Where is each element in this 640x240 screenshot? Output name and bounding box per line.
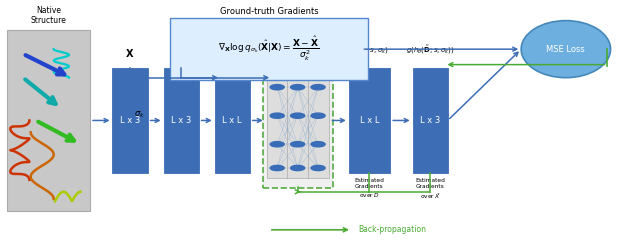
Text: $g(h_\theta(\tilde{\mathbf{D}};s,\sigma_k))$: $g(h_\theta(\tilde{\mathbf{D}};s,\sigma_… [406,44,454,56]
FancyBboxPatch shape [7,30,90,211]
Text: Estimated
Gradients
over $\hat{X}$: Estimated Gradients over $\hat{X}$ [415,178,445,201]
Ellipse shape [521,21,611,78]
Text: $\mathbf{X}$: $\mathbf{X}$ [125,47,134,59]
Text: Estimated
Gradients
over $\tilde{D}$: Estimated Gradients over $\tilde{D}$ [355,178,385,200]
FancyBboxPatch shape [267,73,288,178]
FancyBboxPatch shape [164,68,198,173]
FancyBboxPatch shape [113,68,148,173]
Circle shape [270,84,284,90]
Text: L x 3: L x 3 [171,116,191,125]
FancyBboxPatch shape [308,73,329,178]
Circle shape [291,165,305,171]
FancyBboxPatch shape [170,18,368,80]
Text: $\sigma_k$: $\sigma_k$ [134,109,145,120]
Text: Back-propagation: Back-propagation [358,225,426,234]
Circle shape [311,84,325,90]
FancyBboxPatch shape [349,68,390,173]
Circle shape [291,113,305,118]
Circle shape [291,142,305,147]
Text: L x L: L x L [360,116,380,125]
Text: $\tilde{\mathbf{D}}$: $\tilde{\mathbf{D}}$ [227,44,237,59]
Text: Native
Structure: Native Structure [31,6,67,25]
Text: $h_\theta(\tilde{\mathbf{D}};s,\sigma_k)$: $h_\theta(\tilde{\mathbf{D}};s,\sigma_k)… [350,44,389,56]
Text: L x L: L x L [223,116,242,125]
FancyBboxPatch shape [413,68,448,173]
Circle shape [311,142,325,147]
Text: $\nabla_{\mathbf{X}}\log q_{\sigma_k}(\hat{\mathbf{X}}|\mathbf{X}) = \dfrac{\mat: $\nabla_{\mathbf{X}}\log q_{\sigma_k}(\h… [218,35,319,63]
Text: MSE Loss: MSE Loss [547,45,585,54]
Text: $\tilde{\mathbf{X}}$: $\tilde{\mathbf{X}}$ [177,44,186,59]
Circle shape [291,84,305,90]
Circle shape [270,113,284,118]
Circle shape [311,113,325,118]
Text: Ground-truth Gradients: Ground-truth Gradients [220,7,318,16]
Text: L x 3: L x 3 [420,116,440,125]
FancyBboxPatch shape [262,62,333,188]
FancyBboxPatch shape [214,68,250,173]
Text: Score Network: Score Network [270,47,326,56]
Circle shape [270,142,284,147]
FancyBboxPatch shape [287,73,308,178]
Circle shape [270,165,284,171]
Text: L x 3: L x 3 [120,116,140,125]
Circle shape [311,165,325,171]
